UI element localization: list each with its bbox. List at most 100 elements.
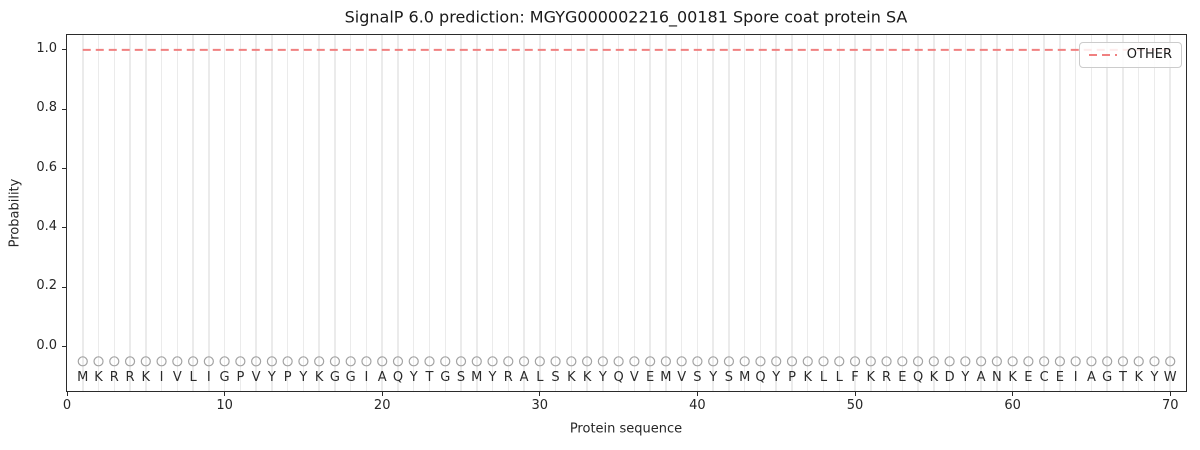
chart-title: SignalP 6.0 prediction: MGYG000002216_00… — [344, 7, 908, 27]
gridline — [917, 35, 919, 391]
residue-letter: Y — [299, 369, 308, 385]
residue-letter: I — [1073, 369, 1078, 385]
gridline — [365, 35, 368, 391]
residue-letter: R — [503, 369, 513, 385]
x-tick-label: 50 — [846, 398, 864, 413]
residue-letter: K — [1134, 369, 1143, 385]
residue-marker — [329, 356, 341, 367]
x-tick-mark — [66, 392, 68, 396]
legend-label-other: OTHER — [1126, 47, 1172, 62]
residue-marker — [487, 356, 498, 367]
residue-letter: V — [677, 369, 687, 385]
residue-letter: E — [646, 369, 655, 385]
residue-marker — [581, 356, 593, 367]
gridline — [933, 35, 935, 391]
residue-marker — [361, 356, 372, 367]
gridline — [1153, 35, 1156, 391]
x-tick-mark — [381, 392, 383, 396]
residue-marker — [897, 356, 908, 367]
y-axis-label: Probability — [7, 178, 23, 248]
gridline — [397, 35, 399, 391]
residue-letter: M — [471, 369, 483, 385]
y-tick-mark — [62, 346, 66, 347]
x-tick-label: 40 — [689, 398, 706, 413]
residue-marker — [1117, 356, 1129, 367]
residue-letter: L — [536, 369, 544, 385]
residue-letter: G — [440, 369, 451, 385]
gridline — [129, 35, 131, 391]
gridline — [1122, 35, 1124, 391]
residue-marker — [976, 356, 987, 367]
residue-letter: G — [329, 369, 340, 385]
residue-marker — [660, 356, 672, 367]
residue-marker — [1039, 356, 1050, 367]
gridline — [633, 35, 636, 391]
gridline — [964, 35, 967, 391]
gridline — [1169, 35, 1171, 391]
residue-marker — [1007, 356, 1018, 367]
residue-letter: Q — [613, 369, 624, 385]
gridline — [334, 35, 336, 391]
residue-letter: K — [1008, 369, 1017, 385]
residue-marker — [172, 356, 183, 367]
gridline — [728, 35, 730, 391]
gridline — [775, 35, 777, 391]
residue-letter: P — [283, 369, 292, 385]
residue-letter: V — [172, 369, 182, 385]
gridline — [854, 35, 856, 391]
x-tick-label: 30 — [531, 398, 549, 413]
x-tick-label: 0 — [62, 398, 72, 413]
residue-letter: A — [1086, 369, 1096, 385]
residue-marker — [865, 356, 876, 367]
residue-marker — [676, 356, 687, 367]
gridline — [759, 35, 762, 391]
gridline — [1137, 35, 1140, 391]
residue-letter: S — [551, 369, 560, 385]
legend: OTHER — [1078, 42, 1182, 68]
residue-marker — [1102, 356, 1113, 367]
residue-marker — [613, 356, 624, 367]
residue-letter: P — [788, 369, 796, 385]
residue-letter: M — [77, 369, 89, 385]
y-tick-mark — [62, 168, 66, 169]
gridline — [617, 35, 620, 391]
residue-marker — [314, 356, 325, 367]
residue-marker — [298, 356, 309, 367]
residue-letter: Q — [392, 369, 404, 385]
residue-letter: Y — [598, 369, 607, 385]
x-tick-mark — [696, 392, 698, 396]
gridline — [1074, 35, 1077, 391]
residue-marker — [723, 356, 735, 367]
residue-letter: Y — [267, 369, 276, 385]
gridline — [791, 35, 793, 391]
residue-marker — [1070, 356, 1081, 367]
gridline — [602, 35, 604, 391]
residue-letter: G — [345, 369, 356, 385]
residue-marker — [266, 356, 277, 367]
gridline — [1043, 35, 1045, 391]
residue-letter: S — [456, 369, 466, 385]
x-tick-mark — [224, 392, 226, 396]
y-tick-mark — [62, 108, 66, 110]
residue-letter: V — [629, 369, 639, 385]
residue-marker — [235, 356, 246, 367]
residue-letter: Q — [912, 369, 924, 385]
residue-marker — [408, 356, 419, 367]
residue-letter: Y — [961, 369, 970, 385]
gridline — [554, 35, 557, 391]
y-tick-mark — [62, 227, 66, 229]
residue-marker — [849, 356, 861, 367]
residue-marker — [708, 356, 719, 367]
residue-letter: Q — [755, 369, 766, 385]
gridline — [901, 35, 904, 391]
residue-letter: R — [109, 369, 119, 385]
residue-marker — [219, 356, 230, 367]
gridline — [491, 35, 494, 391]
residue-marker — [1023, 356, 1034, 367]
gridline — [570, 35, 573, 391]
residue-marker — [802, 356, 813, 367]
residue-marker — [1165, 356, 1176, 367]
residue-letter: K — [803, 369, 812, 385]
gridline — [743, 35, 746, 391]
